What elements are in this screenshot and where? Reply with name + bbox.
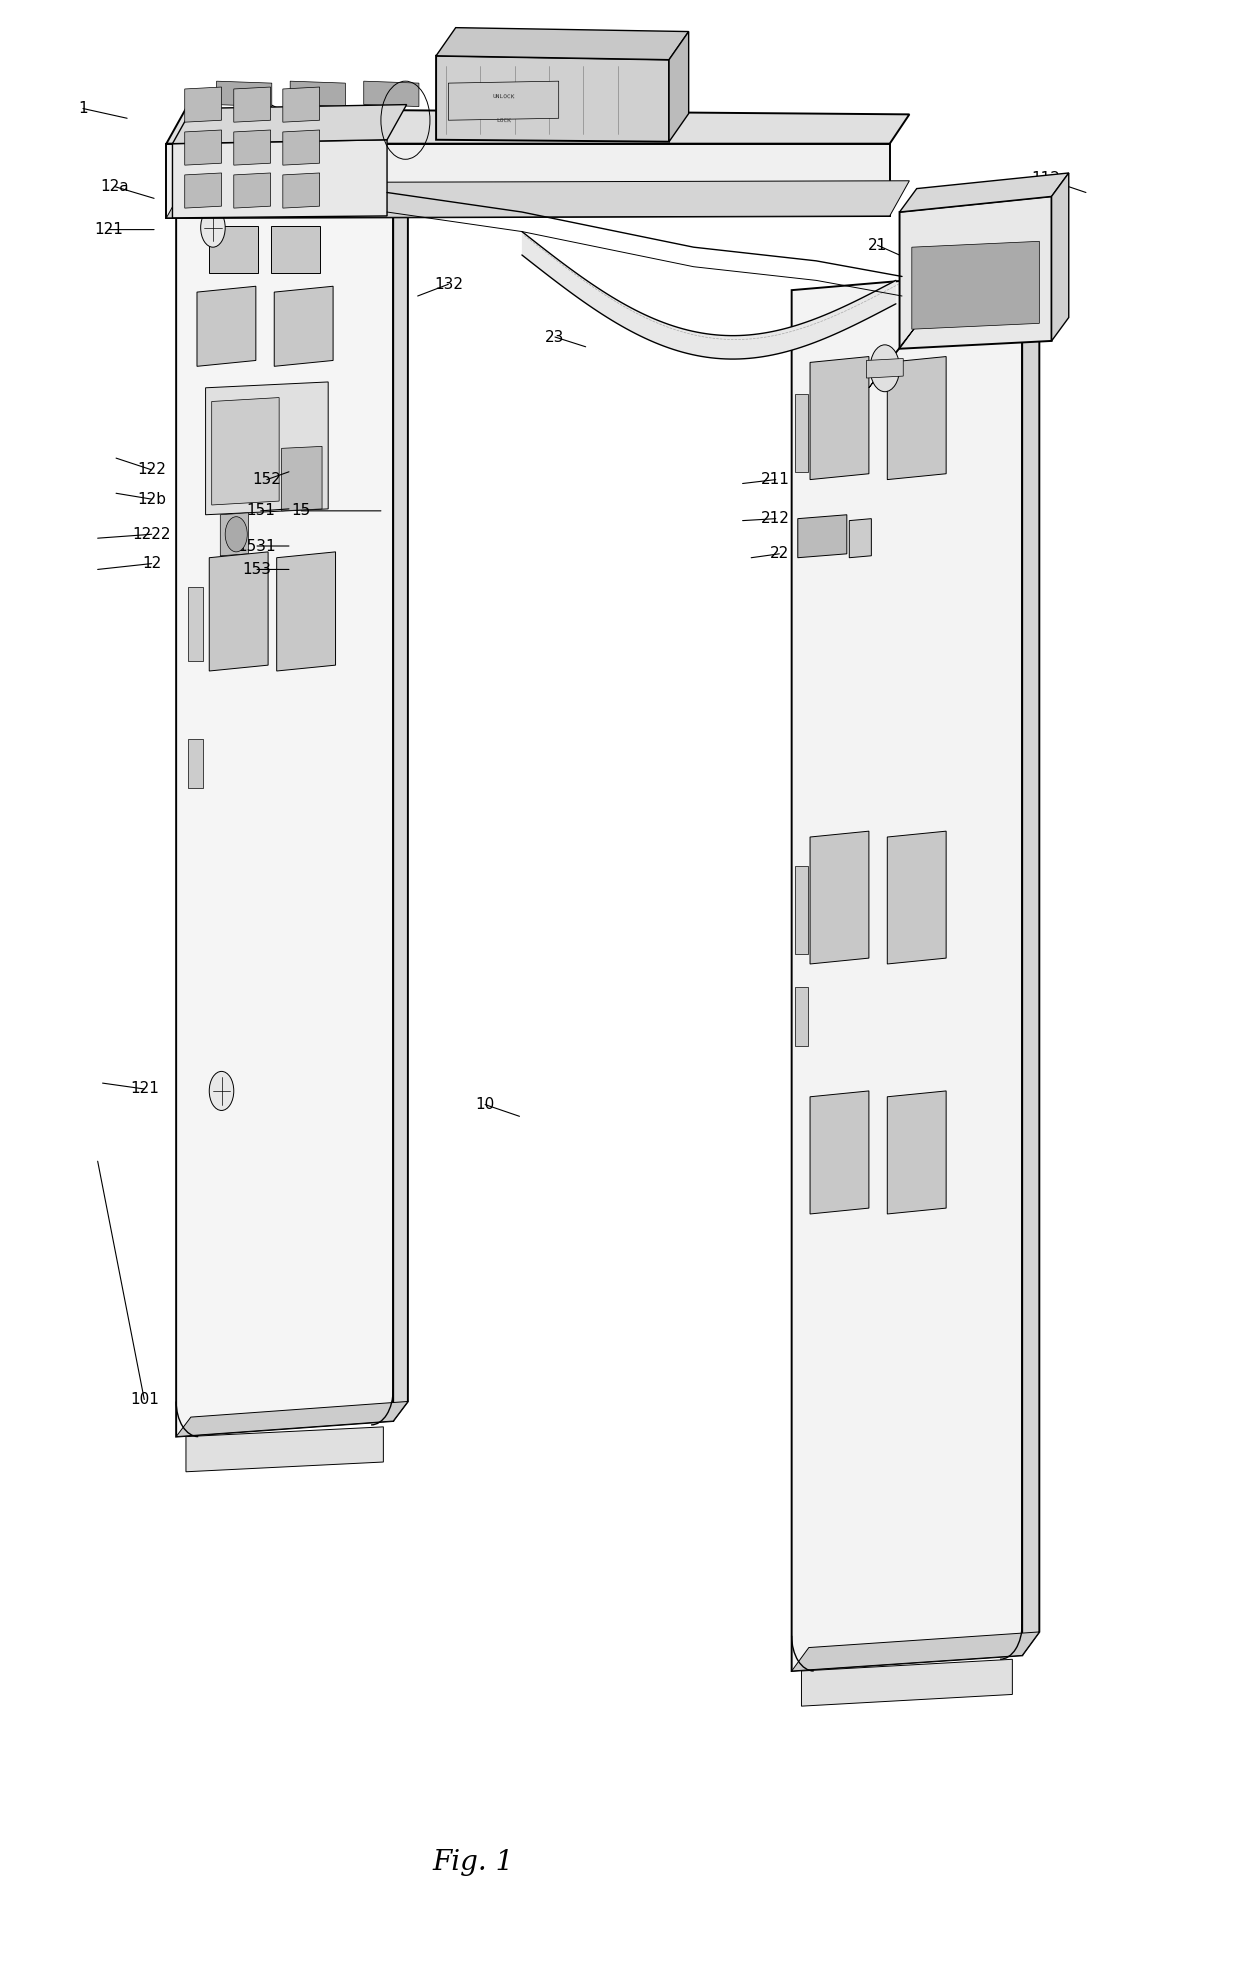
Text: 1122: 1122 (905, 252, 944, 266)
Polygon shape (810, 1092, 869, 1214)
Polygon shape (1022, 248, 1039, 1656)
Polygon shape (166, 144, 890, 218)
Polygon shape (188, 740, 203, 789)
Text: 153: 153 (243, 563, 272, 576)
Text: 1531: 1531 (238, 539, 277, 553)
Text: 152: 152 (253, 472, 281, 488)
Text: 11: 11 (237, 85, 255, 100)
Polygon shape (166, 181, 909, 218)
Text: 15: 15 (291, 504, 311, 519)
Polygon shape (234, 87, 270, 122)
Polygon shape (283, 130, 320, 165)
Text: 132: 132 (434, 277, 463, 291)
Polygon shape (436, 55, 670, 142)
Polygon shape (522, 232, 895, 360)
Polygon shape (172, 104, 407, 144)
Text: 212: 212 (761, 511, 790, 525)
Text: 2: 2 (686, 187, 696, 203)
Text: 151: 151 (247, 504, 275, 519)
Text: 10: 10 (475, 1098, 495, 1111)
Text: Fig. 1: Fig. 1 (433, 1849, 513, 1877)
Polygon shape (283, 87, 320, 122)
Polygon shape (172, 140, 387, 218)
Polygon shape (176, 140, 408, 179)
Polygon shape (185, 130, 222, 165)
Text: 12b: 12b (138, 492, 166, 507)
Polygon shape (797, 515, 847, 559)
Text: 131: 131 (505, 96, 534, 112)
Polygon shape (888, 356, 946, 480)
Text: 1: 1 (78, 100, 88, 116)
Polygon shape (221, 513, 248, 557)
Polygon shape (281, 447, 322, 511)
Text: 1311: 1311 (537, 122, 575, 138)
Polygon shape (206, 382, 329, 515)
Polygon shape (277, 553, 336, 671)
Polygon shape (210, 553, 268, 671)
Polygon shape (1052, 173, 1069, 340)
Polygon shape (899, 197, 1052, 348)
Polygon shape (899, 173, 1069, 212)
Polygon shape (290, 81, 346, 106)
Circle shape (201, 209, 226, 248)
Polygon shape (186, 1426, 383, 1471)
Polygon shape (869, 325, 916, 387)
Polygon shape (449, 81, 559, 120)
Text: UNLOCK: UNLOCK (492, 94, 515, 100)
Text: 211: 211 (761, 472, 790, 488)
Polygon shape (363, 81, 419, 106)
Text: 213: 213 (1013, 281, 1042, 295)
Text: 13: 13 (624, 81, 644, 96)
Text: 121: 121 (130, 1082, 159, 1096)
Text: 1312: 1312 (521, 110, 559, 126)
Polygon shape (438, 81, 492, 106)
Polygon shape (176, 159, 393, 1436)
Polygon shape (217, 81, 272, 106)
Polygon shape (274, 287, 334, 366)
Polygon shape (185, 87, 222, 122)
Circle shape (226, 517, 247, 553)
Polygon shape (795, 865, 807, 954)
Text: 12: 12 (143, 557, 161, 570)
Text: 111: 111 (355, 151, 383, 167)
Polygon shape (283, 173, 320, 209)
Polygon shape (911, 242, 1039, 328)
Circle shape (210, 1072, 234, 1111)
Polygon shape (270, 226, 320, 273)
Polygon shape (234, 130, 270, 165)
Polygon shape (849, 519, 872, 559)
Polygon shape (888, 832, 946, 964)
Polygon shape (795, 393, 807, 472)
Polygon shape (888, 1092, 946, 1214)
Text: 23: 23 (546, 330, 564, 344)
Text: 22: 22 (770, 547, 789, 561)
Text: 101: 101 (130, 1393, 159, 1406)
Text: 21: 21 (868, 238, 887, 252)
Polygon shape (436, 28, 688, 59)
Text: 1222: 1222 (133, 527, 171, 541)
Polygon shape (197, 287, 255, 366)
Polygon shape (212, 397, 279, 506)
Polygon shape (801, 1660, 1012, 1705)
Polygon shape (210, 226, 258, 273)
Circle shape (870, 344, 899, 391)
Polygon shape (795, 987, 807, 1046)
Polygon shape (867, 358, 903, 378)
Text: 12a: 12a (100, 179, 129, 195)
Polygon shape (166, 108, 909, 144)
Polygon shape (810, 832, 869, 964)
Polygon shape (791, 1633, 1039, 1672)
Polygon shape (791, 271, 1022, 1672)
Polygon shape (176, 1401, 408, 1436)
Polygon shape (810, 356, 869, 480)
Text: 112: 112 (1030, 171, 1060, 187)
Polygon shape (234, 173, 270, 209)
Polygon shape (393, 140, 408, 1420)
Text: LOCK: LOCK (496, 118, 511, 122)
Text: 121: 121 (94, 222, 123, 238)
Polygon shape (670, 31, 688, 142)
Polygon shape (185, 173, 222, 209)
Polygon shape (188, 586, 203, 661)
Text: 122: 122 (138, 462, 166, 478)
